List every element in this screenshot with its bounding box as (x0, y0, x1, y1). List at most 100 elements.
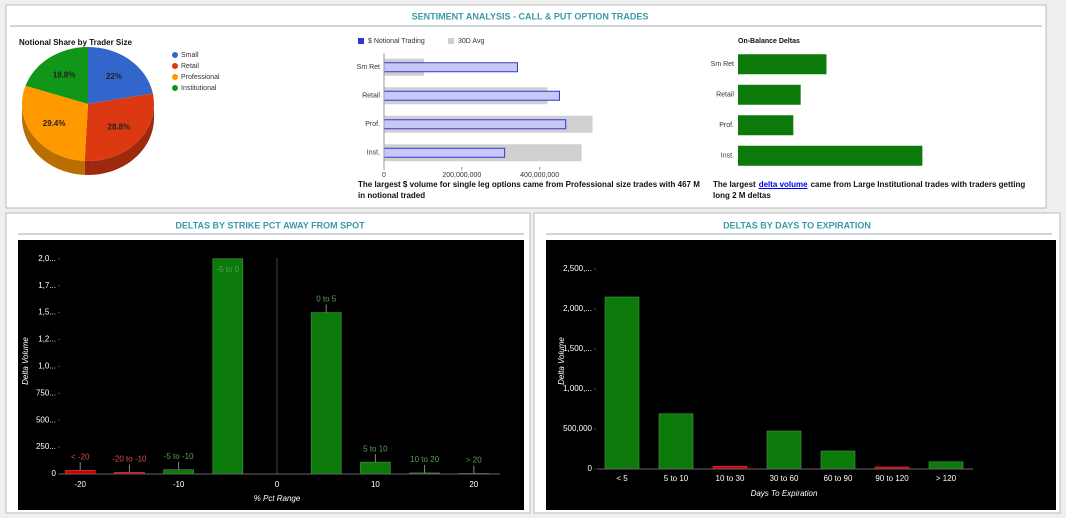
bar (163, 469, 194, 475)
annotation: -5 to 0 (216, 265, 239, 274)
y-tick-label: 250... (36, 442, 56, 451)
y-tick-label: 0 (588, 464, 593, 473)
y-tick-label: 500... (36, 415, 56, 424)
bar (310, 312, 342, 475)
legend-label: Institutional (181, 85, 217, 92)
x-tick-label: 10 (371, 480, 380, 489)
x-axis-title: % Pct Range (254, 494, 301, 503)
pie-title: Notional Share by Trader Size (19, 38, 132, 47)
bar (360, 461, 391, 475)
x-tick-label: -20 (74, 480, 86, 489)
x-tick-label: < 5 (616, 474, 628, 483)
bar (604, 296, 640, 470)
pie-slice (84, 93, 155, 162)
x-axis-title: Days To Expiration (751, 489, 818, 498)
panel (5, 4, 1047, 209)
y-tick-label: Prof. (719, 122, 734, 129)
x-tick-label: 60 to 90 (824, 474, 853, 483)
y-tick-label: 2,000,... (563, 304, 592, 313)
caption-text: came from Large Institutional trades wit… (713, 180, 1026, 200)
pie-slice (88, 47, 153, 104)
chart-area (18, 240, 524, 510)
pie-label: 22% (106, 72, 122, 81)
bar (738, 145, 923, 166)
annotation: 5 to 10 (363, 444, 388, 453)
bar (212, 258, 244, 475)
y-tick-label: Sm Ret (711, 61, 734, 68)
pie-label: 29.4% (43, 119, 66, 128)
bar (383, 90, 560, 101)
caption-text: The largest (713, 180, 756, 189)
y-tick-label: Inst. (367, 150, 380, 157)
annotation: -5 to -10 (164, 452, 194, 461)
y-tick-label: 1,5... (38, 308, 56, 317)
y-tick-label: 500,000 (563, 424, 592, 433)
y-tick-label: 1,500,... (563, 344, 592, 353)
bar (766, 430, 802, 470)
panel-title: DELTAS BY STRIKE PCT AWAY FROM SPOT (175, 220, 365, 230)
y-axis-title: Delta Volume (557, 337, 566, 385)
legend-label: 30D Avg (458, 38, 484, 45)
bar (928, 461, 964, 470)
y-tick-label: 1,000,... (563, 384, 592, 393)
bar (820, 450, 856, 470)
legend-swatch (172, 85, 178, 91)
y-axis-title: Delta Volume (21, 337, 30, 385)
y-tick-label: 1,2... (38, 335, 56, 344)
annotation: < -20 (71, 452, 90, 461)
legend-swatch (172, 52, 178, 58)
bar (383, 147, 506, 158)
annotation: -20 to -10 (112, 454, 147, 463)
y-tick-label: 1,7... (38, 281, 56, 290)
y-tick-label: 0 (52, 469, 57, 478)
y-tick-label: 2,500,... (563, 264, 592, 273)
chart-title: On-Balance Deltas (738, 38, 800, 45)
bar (383, 119, 567, 130)
pie-label: 19.8% (53, 70, 76, 79)
bar (383, 62, 518, 73)
bar (738, 84, 801, 105)
x-tick-label: -10 (173, 480, 185, 489)
caption: The largest delta volume came from Large I… (713, 179, 1043, 201)
legend-swatch (172, 74, 178, 80)
x-tick-label: 5 to 10 (664, 474, 689, 483)
bar (738, 115, 794, 136)
annotation: 10 to 20 (410, 455, 439, 464)
legend-swatch (358, 38, 364, 44)
y-tick-label: Retail (362, 93, 380, 100)
x-tick-label: 0 (382, 172, 386, 179)
bar (738, 54, 827, 75)
pie-side (22, 104, 85, 175)
y-tick-label: 1,0... (38, 361, 56, 370)
x-tick-label: 200,000,000 (442, 172, 481, 179)
pie-slice (25, 47, 88, 104)
legend-swatch (448, 38, 454, 44)
legend-swatch (172, 63, 178, 69)
pie-slice (21, 85, 88, 161)
x-tick-label: 0 (275, 480, 280, 489)
x-tick-label: > 120 (936, 474, 957, 483)
y-tick-label: Prof. (365, 121, 380, 128)
x-tick-label: 30 to 60 (770, 474, 799, 483)
panel-title: SENTIMENT ANALYSIS - CALL & PUT OPTION T… (412, 11, 649, 21)
x-tick-label: 400,000,000 (520, 172, 559, 179)
legend-label: Small (181, 52, 199, 59)
legend-label: $ Notional Trading (368, 38, 425, 45)
legend-label: Professional (181, 74, 220, 81)
pie-label: 28.8% (108, 122, 131, 131)
y-tick-label: Sm Ret (357, 64, 380, 71)
legend-label: Retail (181, 63, 199, 70)
pie-side (84, 104, 154, 175)
x-tick-label: 90 to 120 (875, 474, 909, 483)
y-tick-label: 2,0... (38, 254, 56, 263)
x-tick-label: 10 to 30 (716, 474, 745, 483)
y-tick-label: Inst. (721, 153, 734, 160)
x-tick-label: 20 (469, 480, 478, 489)
caption-link[interactable]: delta volume (758, 180, 808, 189)
y-tick-label: 750... (36, 388, 56, 397)
bar (658, 413, 694, 470)
annotation: 0 to 5 (316, 295, 337, 304)
annotation: > 20 (466, 456, 482, 465)
